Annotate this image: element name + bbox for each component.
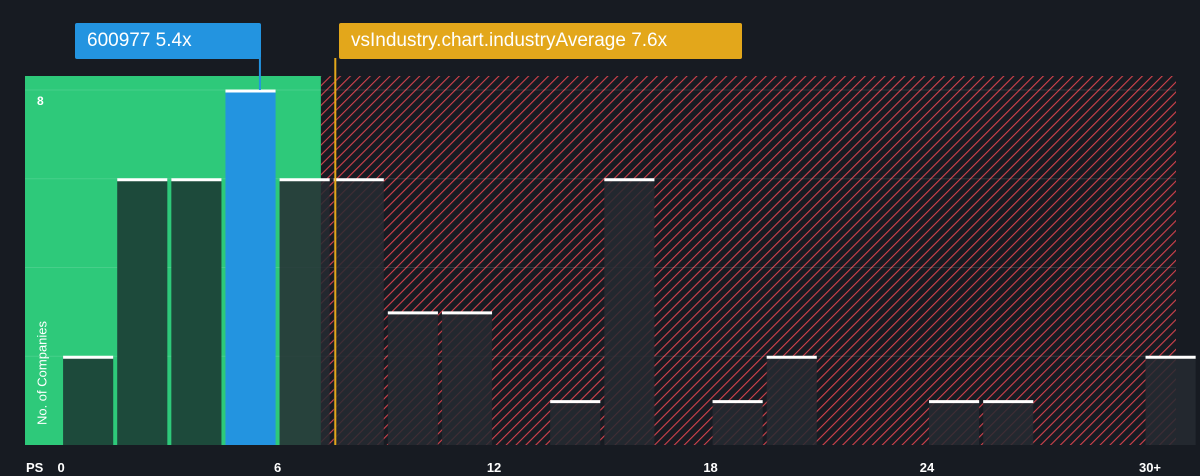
bar [1145, 356, 1196, 445]
x-tick-label: 24 [920, 460, 935, 475]
bar [63, 356, 114, 445]
y-axis-label: No. of Companies [34, 320, 50, 426]
x-tick-label: 12 [487, 460, 501, 475]
x-ticks: 0 6 12 18 24 30+ [57, 460, 1161, 475]
bar [929, 400, 980, 445]
x-tick-label: 18 [703, 460, 717, 475]
bar [441, 311, 493, 445]
industry-average-callout: vsIndustry.chart.industryAverage 7.6x [339, 23, 742, 59]
bar [983, 400, 1034, 445]
x-axis-title: PS [26, 460, 44, 475]
y-ticks: 8 [37, 94, 44, 108]
bar [604, 178, 655, 445]
bar [171, 178, 222, 445]
bar [550, 400, 601, 445]
bar [333, 178, 384, 445]
bar [387, 311, 438, 445]
bar [279, 178, 330, 445]
bar [766, 356, 817, 445]
x-tick-label: 0 [57, 460, 64, 475]
bars [63, 89, 1196, 445]
bar [117, 178, 168, 445]
bar [712, 400, 763, 445]
y-tick-label: 8 [37, 94, 44, 108]
bar [225, 90, 276, 445]
x-tick-label: 30+ [1139, 460, 1161, 475]
company-value-callout: 600977 5.4x [75, 23, 261, 59]
x-tick-label: 6 [274, 460, 281, 475]
